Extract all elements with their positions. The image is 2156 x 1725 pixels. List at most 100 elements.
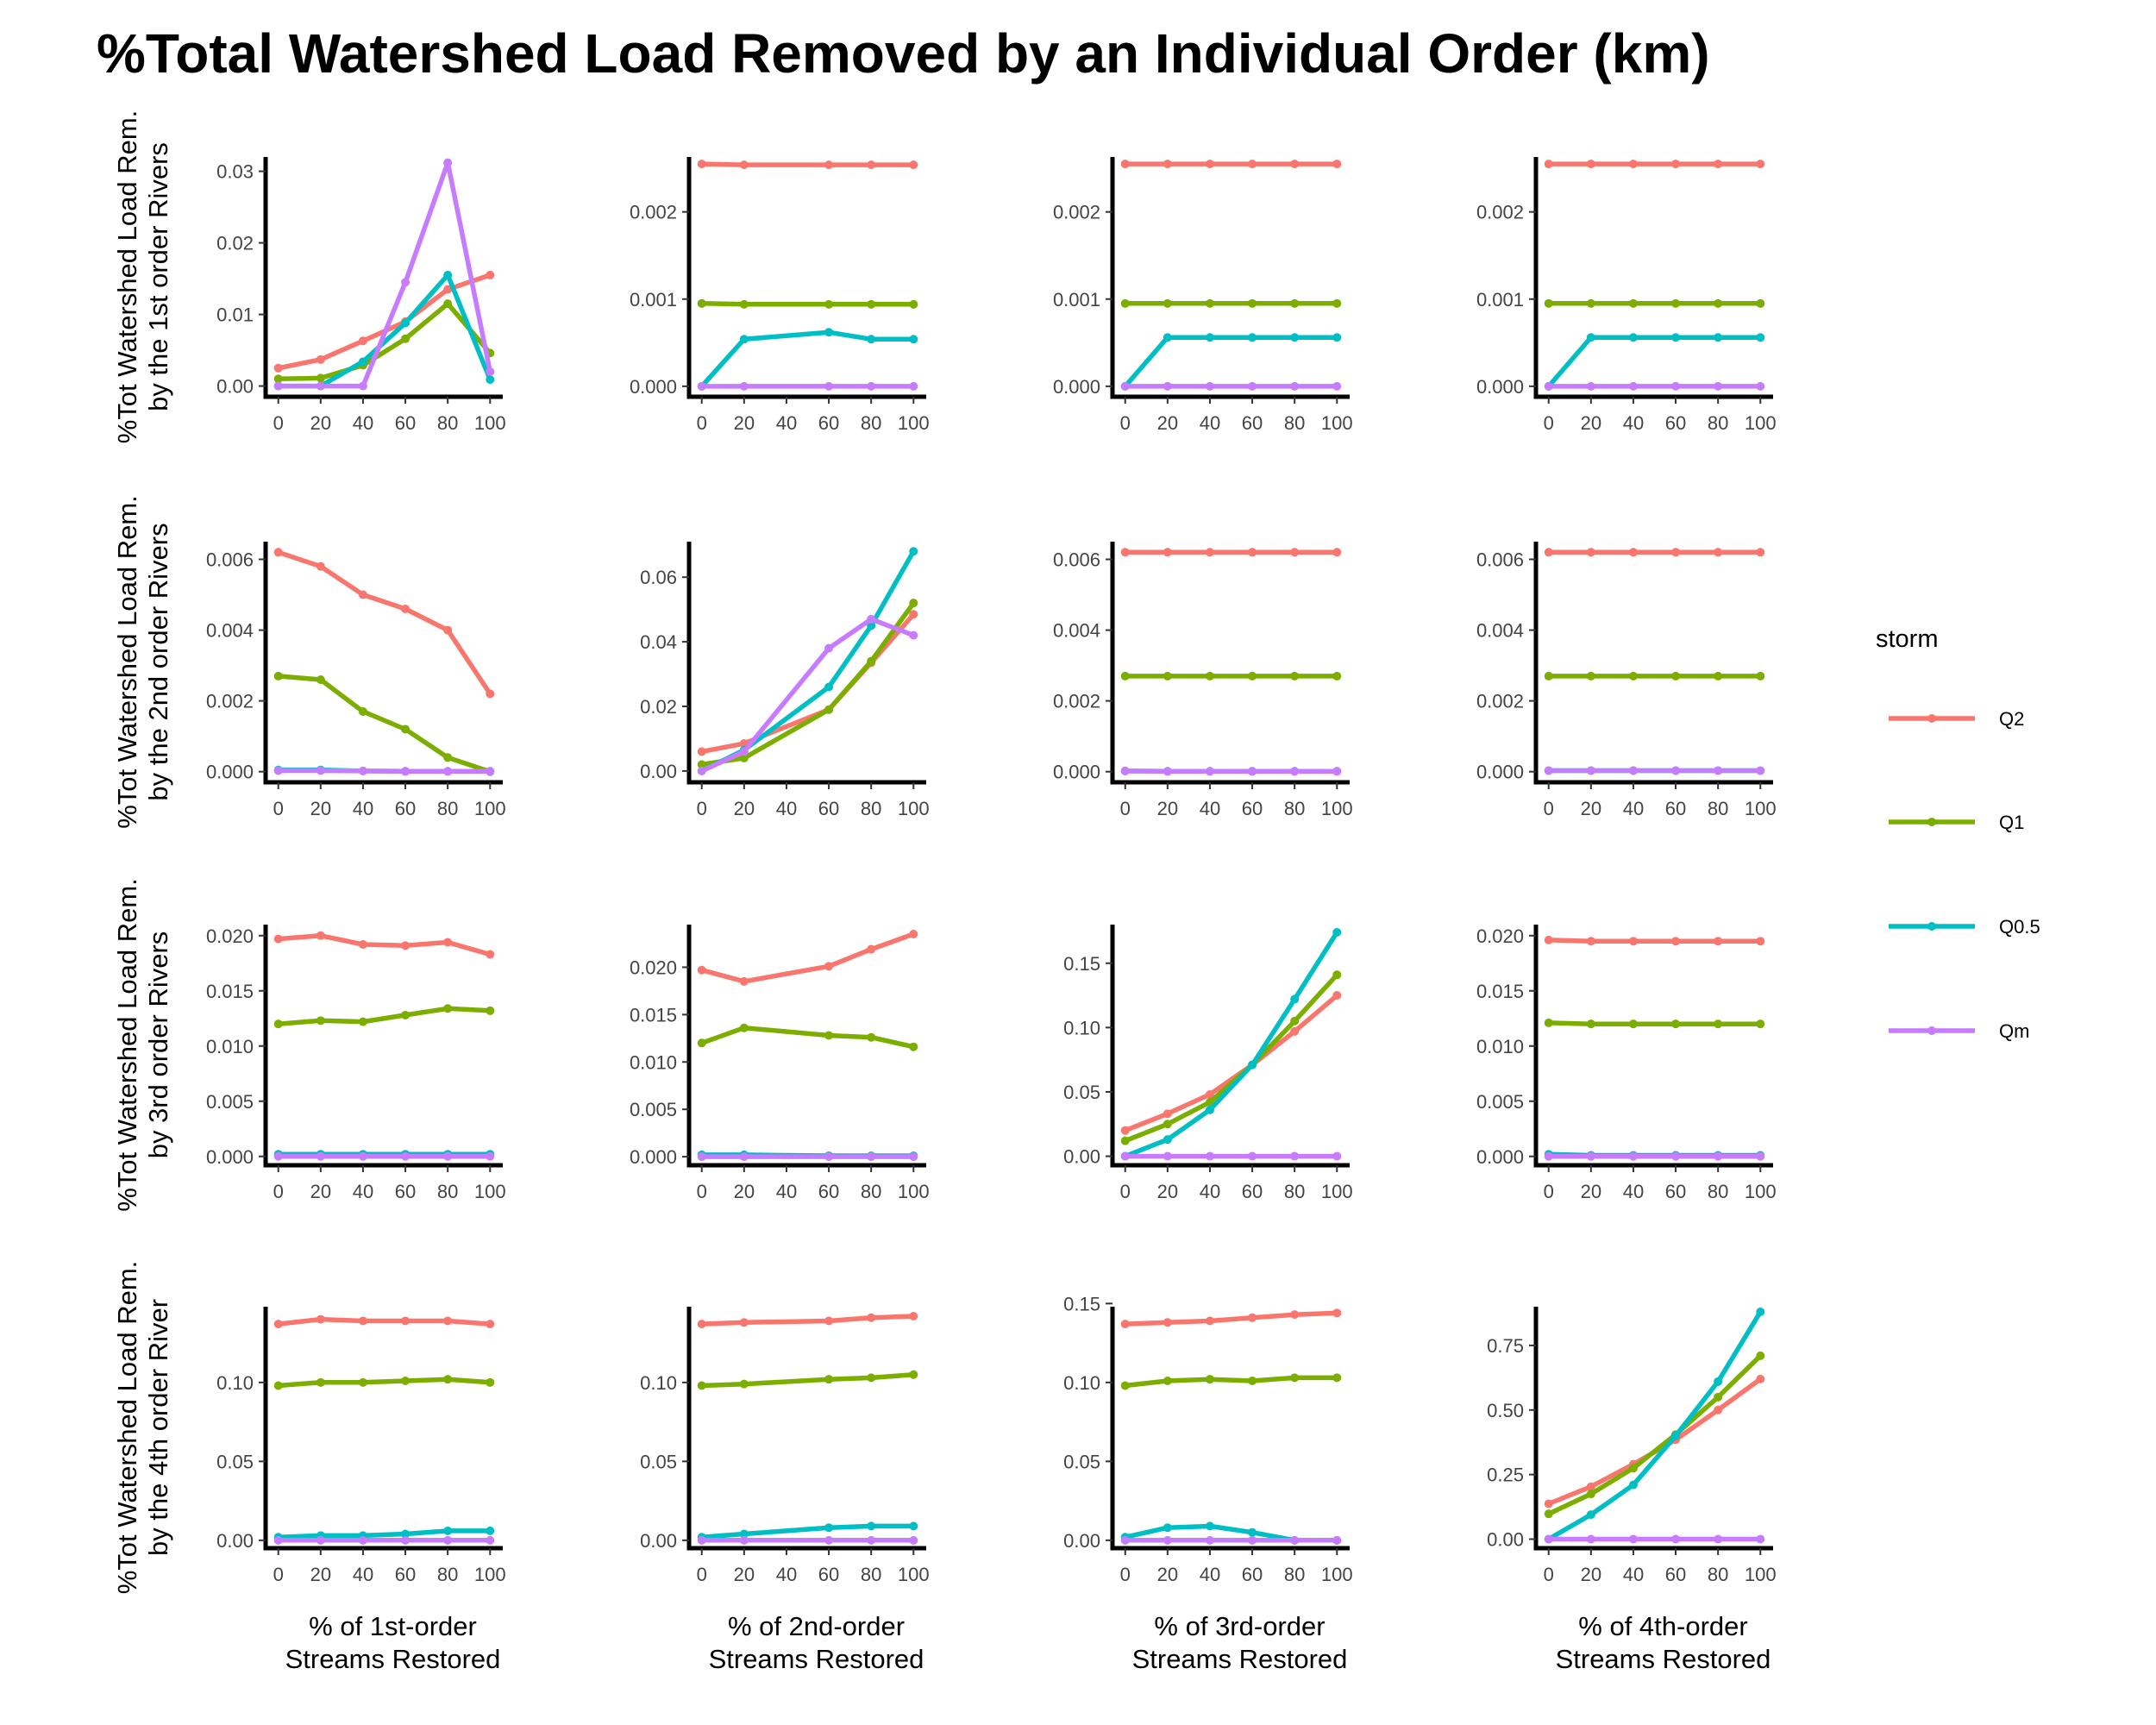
y-tick-label: 0.000 <box>1476 1146 1524 1168</box>
x-tick-label: 80 <box>437 1181 458 1202</box>
data-point-qm <box>358 1535 367 1545</box>
data-point-q0-5 <box>824 682 834 692</box>
y-axis-title: %Tot Watershed Load Rem.by 3rd order Riv… <box>112 878 173 1212</box>
data-point-q2 <box>1544 160 1553 169</box>
series-line-q2 <box>1122 993 1340 1133</box>
legend-label: Q2 <box>1999 708 2024 730</box>
data-point-q1 <box>401 724 411 734</box>
y-tick-label: 0.020 <box>206 925 254 947</box>
data-point-q2 <box>1544 1499 1553 1509</box>
data-point-q1 <box>1671 1019 1681 1029</box>
data-point-qm <box>1163 381 1172 391</box>
data-point-qm <box>1544 1151 1553 1161</box>
data-point-q2 <box>1628 937 1638 946</box>
data-point-q1 <box>1248 298 1257 308</box>
x-tick-label: 80 <box>1284 412 1305 434</box>
data-point-q1 <box>867 656 876 666</box>
data-point-qm <box>1163 1535 1172 1545</box>
data-point-q1 <box>867 1032 876 1042</box>
y-axis-title-line: by the 2nd order Rivers <box>143 523 173 800</box>
data-point-qm <box>1714 766 1723 775</box>
y-tick-label: 0.06 <box>640 567 677 588</box>
x-tick-label: 0 <box>697 1564 707 1585</box>
data-point-qm <box>1586 1534 1595 1544</box>
data-point-q0-5 <box>1163 1135 1172 1145</box>
data-point-q1 <box>1628 298 1638 308</box>
data-point-q2 <box>1756 160 1765 169</box>
data-point-q0-5 <box>443 1526 453 1535</box>
y-tick-label: 0.75 <box>1487 1335 1524 1357</box>
data-point-q2 <box>824 1316 834 1326</box>
data-point-q1 <box>273 1019 283 1029</box>
data-point-q2 <box>273 548 283 557</box>
x-axis-title-line: % of 2nd-order <box>728 1611 905 1641</box>
data-point-q0-5 <box>867 1521 876 1531</box>
y-tick-label: 0.002 <box>1053 691 1100 712</box>
data-point-qm <box>401 1535 411 1545</box>
series-line-q2 <box>1545 1377 1764 1507</box>
series-line-q1 <box>1545 1353 1764 1516</box>
data-point-q2 <box>1586 1482 1595 1491</box>
data-point-qm <box>273 1151 283 1161</box>
x-tick-label: 60 <box>395 1564 416 1585</box>
y-tick-label: 0.04 <box>640 631 677 653</box>
data-point-q1 <box>824 705 834 714</box>
data-point-q0-5 <box>401 1529 411 1539</box>
data-point-q1 <box>867 299 876 309</box>
data-point-qm <box>697 766 706 775</box>
data-point-q2 <box>486 950 495 959</box>
series-line-q2 <box>275 933 493 957</box>
y-tick-label: 0.002 <box>1053 202 1100 223</box>
data-point-q2 <box>1586 160 1595 169</box>
data-point-qm <box>739 1152 749 1162</box>
data-point-q2 <box>443 938 453 947</box>
data-point-qm <box>1163 767 1172 776</box>
x-tick-label: 0 <box>273 798 284 819</box>
y-tick-label: 0.000 <box>1053 376 1100 398</box>
x-tick-label: 40 <box>353 412 373 434</box>
data-point-q1 <box>1714 671 1723 681</box>
data-point-qm <box>1628 766 1638 775</box>
x-tick-label: 100 <box>474 1181 506 1202</box>
y-tick-label: 0.010 <box>1476 1036 1524 1057</box>
data-point-q1 <box>1756 298 1765 308</box>
x-tick-label: 0 <box>1544 1181 1554 1202</box>
data-point-q0-5 <box>1714 333 1723 342</box>
data-point-q2 <box>1205 160 1214 169</box>
data-point-qm <box>358 1151 367 1161</box>
data-point-qm <box>1332 381 1342 391</box>
data-point-q2 <box>1332 160 1342 169</box>
x-axis-title-line: Streams Restored <box>1132 1644 1348 1674</box>
y-tick-label: 0.006 <box>1053 549 1100 571</box>
x-tick-label: 20 <box>1581 1181 1601 1202</box>
data-point-q2 <box>867 160 876 170</box>
legend-label: Q0.5 <box>1999 916 2040 938</box>
series-line-q1 <box>1122 972 1340 1144</box>
data-point-q0-5 <box>1628 333 1638 342</box>
data-point-q1 <box>401 334 411 343</box>
data-point-q2 <box>1544 935 1553 944</box>
data-point-qm <box>1544 1534 1553 1544</box>
series-line-q2 <box>699 161 917 167</box>
data-point-q1 <box>824 299 834 309</box>
x-tick-label: 80 <box>437 1564 458 1585</box>
data-point-qm <box>1544 766 1553 775</box>
legend-item-q0-5: Q0.5 <box>1889 916 2040 938</box>
x-tick-label: 40 <box>353 1181 373 1202</box>
y-tick-label: 0.05 <box>640 1451 677 1472</box>
data-point-q1 <box>1544 671 1553 681</box>
x-tick-label: 80 <box>861 412 881 434</box>
data-point-q1 <box>867 1373 876 1383</box>
data-point-qm <box>486 1151 495 1161</box>
data-point-q1 <box>739 1379 749 1389</box>
y-tick-label: 0.002 <box>1476 202 1524 223</box>
data-point-q1 <box>358 1377 367 1387</box>
y-tick-label: 0.005 <box>1476 1091 1524 1113</box>
x-tick-label: 40 <box>776 798 797 819</box>
data-point-qm <box>697 381 706 391</box>
data-point-q2 <box>401 604 411 613</box>
data-point-qm <box>316 1151 325 1161</box>
data-point-qm <box>1290 767 1300 776</box>
series-line-q2 <box>699 932 917 984</box>
data-point-q1 <box>316 675 325 685</box>
